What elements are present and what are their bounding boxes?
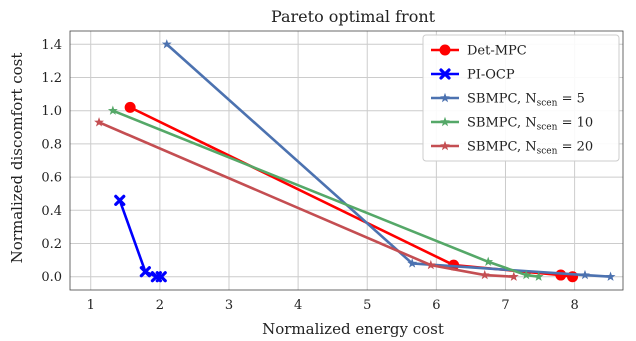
y-tick-label: 1.4	[41, 38, 62, 53]
x-tick-label: 1	[87, 298, 95, 313]
legend-item: SBMPC, Nscen = 10	[431, 116, 593, 133]
plot-frame	[69, 30, 624, 291]
data-point	[605, 271, 616, 281]
data-point	[555, 269, 567, 281]
legend-marker	[440, 140, 450, 151]
legend-marker	[440, 116, 450, 127]
data-point	[479, 269, 490, 280]
series-line	[165, 43, 611, 279]
x-tick-label: 2	[156, 298, 164, 313]
y-tick-label: 1.2	[41, 71, 62, 86]
legend-box	[422, 34, 620, 162]
legend-label: SBMPC, Nscen = 20	[467, 140, 593, 157]
data-point	[508, 271, 519, 281]
legend-label: SBMPC, Nscen = 5	[467, 92, 585, 109]
x-axis-label: Normalized energy cost	[262, 320, 444, 338]
y-tick-label: 0.4	[41, 204, 62, 219]
legend-label: Det-MPC	[467, 44, 527, 59]
series-line	[112, 109, 539, 279]
data-point	[161, 39, 172, 49]
legend-marker	[439, 68, 451, 80]
legend-marker	[439, 44, 451, 56]
x-tick-label: 5	[363, 298, 371, 313]
legend-item: PI-OCP	[431, 68, 515, 83]
data-point	[139, 266, 151, 278]
y-axis-label: Normalized discomfort cost	[8, 53, 26, 264]
y-tick-label: 0.6	[41, 171, 62, 186]
series-line	[98, 121, 514, 279]
chart-title: Pareto optimal front	[271, 7, 436, 26]
series-5	[94, 117, 519, 281]
data-point	[533, 271, 544, 281]
legend-item: Det-MPC	[431, 44, 527, 59]
data-point	[407, 258, 418, 268]
y-tick-label: 0.2	[41, 237, 62, 252]
data-point	[114, 194, 126, 206]
legend-item: SBMPC, Nscen = 20	[431, 140, 593, 157]
data-point	[94, 117, 104, 127]
data-point	[425, 259, 436, 270]
data-point	[124, 101, 136, 113]
x-tick-label: 4	[294, 298, 302, 313]
series-3	[161, 39, 616, 281]
data-point	[155, 271, 167, 283]
series-2	[114, 194, 167, 283]
series-layer	[94, 39, 616, 283]
legend: Det-MPC PI-OCP SBMPC, Nscen = 5 SBMPC, Nsce…	[422, 34, 620, 162]
y-tick-label: 0.0	[41, 270, 62, 285]
data-point	[107, 105, 118, 115]
data-point	[580, 269, 590, 280]
tick-labels: 1 2 3 4 5 6 7 8 0.0 0.2 0.4 0.6 0.8 1.0 1.2 1.4	[41, 38, 578, 313]
series-4	[107, 105, 544, 281]
legend-label: SBMPC, Nscen = 10	[467, 116, 593, 133]
x-tick-label: 7	[501, 298, 509, 313]
legend-label: PI-OCP	[467, 68, 515, 83]
data-point	[483, 256, 494, 266]
legend-marker	[440, 92, 450, 103]
legend-item: SBMPC, Nscen = 5	[431, 92, 585, 109]
data-point	[521, 269, 532, 280]
x-tick-label: 8	[570, 298, 578, 313]
series-line	[118, 199, 162, 279]
y-tick-label: 1.0	[41, 104, 62, 119]
x-tick-label: 3	[225, 298, 233, 313]
y-tick-label: 0.8	[41, 137, 62, 152]
x-tick-label: 6	[432, 298, 440, 313]
